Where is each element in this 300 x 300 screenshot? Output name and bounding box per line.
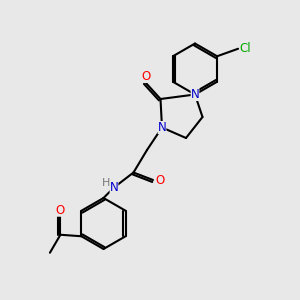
Text: H: H bbox=[101, 178, 110, 188]
Text: Cl: Cl bbox=[240, 42, 251, 55]
Text: N: N bbox=[110, 181, 118, 194]
Text: N: N bbox=[158, 121, 166, 134]
Text: O: O bbox=[56, 204, 65, 217]
Text: O: O bbox=[141, 70, 150, 83]
Text: N: N bbox=[190, 88, 200, 101]
Text: O: O bbox=[155, 173, 164, 187]
